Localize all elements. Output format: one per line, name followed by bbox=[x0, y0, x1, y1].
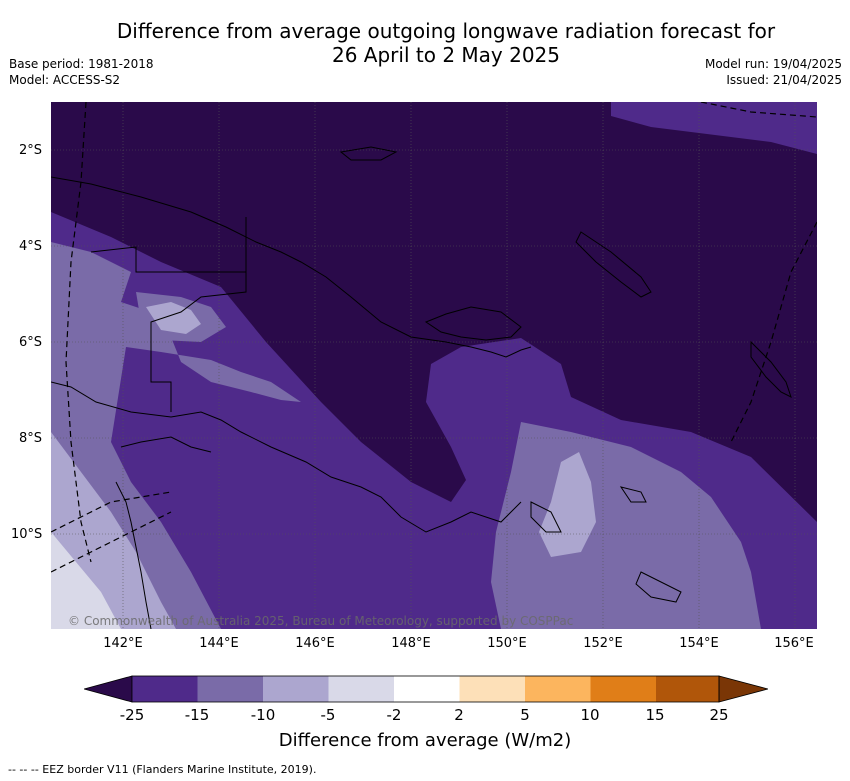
colorbar-tick: -2 bbox=[386, 706, 402, 724]
colorbar-bin-4 bbox=[328, 676, 394, 702]
colorbar-tick: 15 bbox=[645, 706, 665, 724]
lon-label-150e: 150°E bbox=[487, 636, 527, 651]
colorbar-tick: -5 bbox=[320, 706, 336, 724]
colorbar-bin-7 bbox=[525, 676, 591, 702]
bougainville bbox=[750, 340, 792, 398]
lat-label-8s: 8°S bbox=[19, 431, 43, 446]
title-line-1: Difference from average outgoing longwav… bbox=[116, 19, 776, 43]
olr-band-5-2-west bbox=[51, 532, 121, 629]
meta-right: Model run: 19/04/2025 Issued: 21/04/2025 bbox=[705, 56, 842, 88]
lon-label-144e: 144°E bbox=[199, 636, 239, 651]
colorbar-bin-1 bbox=[132, 676, 198, 702]
model-run: Model run: 19/04/2025 bbox=[704, 57, 842, 71]
new-guinea-south-coast bbox=[51, 381, 522, 533]
lon-label-154e: 154°E bbox=[679, 636, 719, 651]
colorbar-bin-5 bbox=[394, 676, 460, 702]
olr-band-10-5-center bbox=[146, 302, 201, 334]
lat-label-6s: 6°S bbox=[19, 335, 43, 350]
gulf-coast bbox=[120, 436, 212, 453]
map-title: Difference from average outgoing longwav… bbox=[60, 19, 832, 67]
copyright-notice: © Commonwealth of Australia 2025, Bureau… bbox=[68, 614, 574, 628]
cape-york-coast bbox=[115, 481, 152, 629]
coastlines bbox=[51, 146, 792, 629]
colorbar-extend-low bbox=[84, 675, 133, 703]
lat-label-4s: 4°S bbox=[19, 239, 43, 254]
colorbar-tick: -25 bbox=[119, 706, 145, 724]
islands-d-entrecasteaux bbox=[530, 501, 562, 533]
colorbar-tick: 5 bbox=[520, 706, 530, 724]
lon-label-146e: 146°E bbox=[295, 636, 335, 651]
olr-band-10-5-east bbox=[539, 452, 596, 557]
colorbar-bin-2 bbox=[197, 676, 263, 702]
new-guinea-north-coast bbox=[51, 176, 532, 358]
lat-label-2s: 2°S bbox=[19, 143, 43, 158]
borders bbox=[90, 217, 247, 412]
colorbar-bin-6 bbox=[459, 676, 525, 702]
colorbar-title: Difference from average (W/m2) bbox=[278, 730, 572, 751]
manus-island bbox=[339, 146, 398, 161]
colorbar-tick: 25 bbox=[709, 706, 729, 724]
map-gridlines bbox=[51, 102, 817, 629]
colorbar-bin-9 bbox=[656, 676, 719, 702]
map-svg bbox=[51, 102, 817, 629]
new-britain bbox=[424, 306, 522, 341]
lon-label-156e: 156°E bbox=[774, 636, 814, 651]
lon-label-148e: 148°E bbox=[391, 636, 431, 651]
meta-left: Base period: 1981-2018 Model: ACCESS-S2 bbox=[9, 56, 154, 88]
colorbar-tick: 10 bbox=[580, 706, 600, 724]
olr-band-25-15-north bbox=[611, 102, 817, 154]
colorbar-tick: -10 bbox=[250, 706, 276, 724]
model-name: Model: ACCESS-S2 bbox=[9, 73, 121, 87]
colorbar-extend-high bbox=[718, 675, 768, 703]
colorbar-tick: 2 bbox=[454, 706, 464, 724]
colorbar-tick: -15 bbox=[184, 706, 210, 724]
colorbar-bin-3 bbox=[263, 676, 329, 702]
map-area: © Commonwealth of Australia 2025, Bureau… bbox=[51, 102, 817, 629]
islands-east bbox=[619, 486, 647, 503]
issued-date: Issued: 21/04/2025 bbox=[726, 73, 842, 87]
eez-borders bbox=[51, 102, 817, 573]
title-line-2: 26 April to 2 May 2025 bbox=[332, 43, 560, 67]
lon-label-152e: 152°E bbox=[583, 636, 623, 651]
eez-legend-note: -- -- -- EEZ border V11 (Flanders Marine… bbox=[8, 763, 317, 776]
new-ireland bbox=[575, 231, 652, 298]
solomon-islands bbox=[635, 571, 682, 603]
colorbar bbox=[84, 675, 768, 703]
lat-label-10s: 10°S bbox=[11, 527, 43, 542]
base-period: Base period: 1981-2018 bbox=[9, 57, 154, 71]
colorbar-outline bbox=[131, 675, 720, 703]
colorbar-bin-8 bbox=[590, 676, 656, 702]
lon-label-142e: 142°E bbox=[103, 636, 143, 651]
